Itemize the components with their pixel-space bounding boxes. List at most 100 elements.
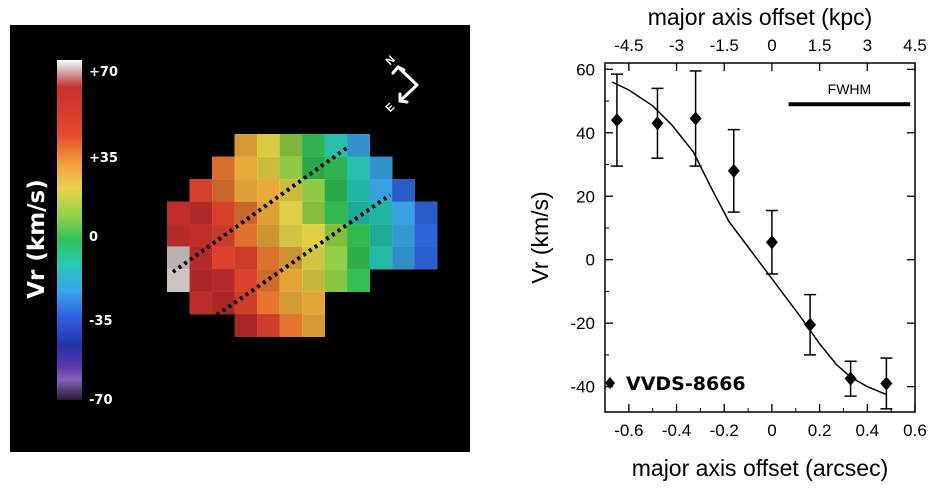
colorbar-tick-plus70: +70 (89, 65, 118, 80)
map-pixel (414, 246, 438, 270)
x-tick-labels: -0.6 -0.4 -0.2 0 0.2 0.4 0.6 (614, 421, 927, 440)
map-pixel (234, 224, 258, 247)
map-pixel (234, 314, 258, 337)
map-pixel (324, 201, 348, 225)
map-pixel (369, 246, 393, 270)
map-pixel (167, 269, 190, 292)
velocity-field-image (167, 134, 438, 337)
map-pixel (369, 224, 393, 247)
x-tick-label: 0.4 (855, 421, 879, 440)
map-pixel (212, 156, 235, 180)
y-tick-label: 20 (576, 187, 595, 206)
map-pixel (324, 224, 348, 247)
map-pixel (392, 179, 415, 202)
top-tick-label: -3 (669, 36, 684, 55)
data-point (727, 128, 740, 213)
map-pixel (234, 269, 258, 292)
map-pixel (392, 246, 415, 270)
data-points (610, 70, 893, 410)
slit-line (215, 193, 392, 317)
fwhm-label: FWHM (828, 81, 872, 97)
data-point (880, 357, 893, 410)
map-pixel (257, 269, 280, 292)
map-pixel (279, 224, 303, 247)
map-pixel (347, 134, 370, 157)
map-pixel (257, 246, 280, 270)
y-tick-labels: -40 -20 0 20 40 60 (570, 60, 595, 396)
map-pixel (324, 246, 348, 270)
top-tick-label: -4.5 (614, 36, 643, 55)
map-pixel (257, 314, 280, 337)
map-pixel (279, 291, 303, 315)
map-pixel (302, 134, 325, 157)
map-pixel (392, 224, 415, 247)
map-pixel (279, 314, 303, 337)
compass-rose: N E (384, 54, 419, 115)
map-pixel (189, 224, 213, 247)
slit-line (171, 145, 350, 274)
map-pixel (189, 291, 213, 315)
map-pixel (167, 201, 190, 225)
map-pixel (279, 246, 303, 270)
map-pixel (189, 201, 213, 225)
x-tick-label: 0.6 (903, 421, 927, 440)
x-axis-label: major axis offset (arcsec) (632, 455, 888, 481)
map-pixel (347, 201, 370, 225)
map-pixel (324, 269, 348, 292)
map-pixel (279, 269, 303, 292)
map-pixel (257, 156, 280, 180)
x-tick-label: -0.6 (614, 421, 643, 440)
y-tick-label: 40 (576, 124, 595, 143)
data-point (610, 73, 623, 167)
data-point (651, 87, 664, 159)
colorbar (57, 60, 82, 400)
map-pixel (347, 156, 370, 180)
map-pixel (234, 156, 258, 180)
map-pixel (234, 246, 258, 270)
map-pixel (302, 156, 325, 180)
data-point (844, 360, 857, 397)
axis-ticks (604, 63, 916, 412)
map-pixel (302, 269, 325, 292)
map-pixel (302, 246, 325, 270)
x-tick-label: -0.2 (710, 421, 739, 440)
map-pixel (302, 314, 325, 337)
map-pixel (279, 156, 303, 180)
top-tick-label: 4.5 (903, 36, 927, 55)
map-pixel (189, 246, 213, 270)
map-pixel (414, 224, 438, 247)
legend-label: VVDS-8666 (626, 373, 746, 395)
legend-marker (605, 377, 615, 389)
map-pixel (257, 134, 280, 157)
x-tick-label: -0.4 (662, 421, 691, 440)
east-arrow (398, 83, 419, 103)
map-pixel (212, 246, 235, 270)
top-axis-label: major axis offset (kpc) (648, 4, 873, 30)
map-pixel (189, 179, 213, 202)
top-tick-label: 1.5 (808, 36, 832, 55)
map-pixel (279, 179, 303, 202)
map-pixel (302, 179, 325, 202)
plot-frame (604, 62, 916, 413)
map-pixel (234, 179, 258, 202)
map-pixel (347, 224, 370, 247)
rotation-curve-chart: -0.6 -0.4 -0.2 0 0.2 0.4 0.6 -40 -20 0 20 40 60 -4.… (527, 4, 927, 481)
map-pixel (302, 291, 325, 315)
colorbar-tick-minus70: -70 (89, 393, 113, 408)
east-label: E (384, 101, 398, 115)
map-pixel (302, 201, 325, 225)
map-pixel (302, 224, 325, 247)
map-pixel (414, 201, 438, 225)
map-pixel (369, 179, 393, 202)
map-pixel (347, 269, 370, 292)
x-tick-label: 0.2 (808, 421, 832, 440)
map-pixel (212, 269, 235, 292)
map-pixel (234, 134, 258, 157)
model-curve (611, 81, 887, 396)
map-pixel (257, 291, 280, 315)
top-tick-labels: -4.5 -3 -1.5 0 1.5 3 4.5 (614, 36, 927, 55)
colorbar-tick-zero: 0 (89, 230, 99, 245)
map-pixel (189, 269, 213, 292)
colorbar-tick-minus35: -35 (89, 314, 113, 329)
map-pixel (392, 201, 415, 225)
